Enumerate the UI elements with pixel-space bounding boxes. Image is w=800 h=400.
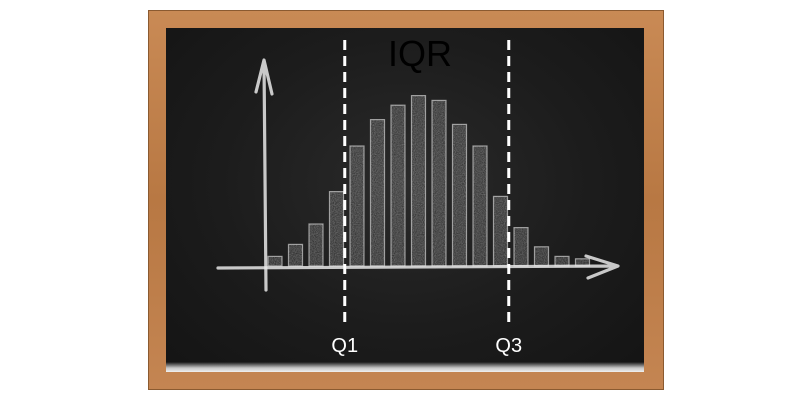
histogram-bar <box>534 246 549 266</box>
histogram-bars <box>267 94 591 267</box>
histogram-bar <box>391 105 405 266</box>
chalk-tray <box>166 362 644 372</box>
y-axis-arrow <box>254 58 274 292</box>
histogram-bar-outline <box>390 104 406 267</box>
histogram-bar-outline <box>554 255 570 267</box>
histogram-bar <box>432 100 446 267</box>
histogram-bar-outline <box>410 94 427 267</box>
histogram-bar <box>370 119 385 266</box>
histogram-bar <box>329 191 344 266</box>
histogram-bar-outline <box>492 195 509 267</box>
quartile-label-q1: Q1 <box>331 335 358 357</box>
histogram-bar <box>452 124 467 267</box>
histogram-bar <box>514 227 528 266</box>
histogram-bar <box>411 95 426 266</box>
histogram-bar-outline <box>513 227 529 267</box>
histogram-bar <box>473 146 487 266</box>
histogram-bar <box>350 146 364 266</box>
histogram-bar-outline <box>574 258 591 267</box>
histogram-bar <box>575 258 590 266</box>
histogram-bar-outline <box>349 145 365 267</box>
histogram-bar-outline <box>287 243 304 267</box>
histogram-bar-outline <box>472 145 488 267</box>
histogram-bar <box>288 244 303 266</box>
chart-title: IQR <box>388 33 452 74</box>
histogram-bar-outline <box>431 99 447 267</box>
histogram-bar <box>555 256 569 266</box>
histogram-bar-outline <box>533 246 550 267</box>
quartile-label-q3: Q3 <box>495 335 522 357</box>
quartile-markers: Q1 Q3 <box>331 40 522 357</box>
histogram-bar <box>493 196 508 266</box>
histogram-bar-outline <box>328 191 345 267</box>
histogram-bar-outline <box>451 123 468 267</box>
histogram-bar-outline <box>308 223 324 267</box>
histogram-bar <box>268 256 282 266</box>
chalk-axes <box>216 58 620 292</box>
histogram-bar-outline <box>267 255 283 267</box>
histogram-bar-outline <box>369 118 386 267</box>
x-axis-arrow <box>216 254 620 280</box>
histogram-bar <box>309 224 323 266</box>
